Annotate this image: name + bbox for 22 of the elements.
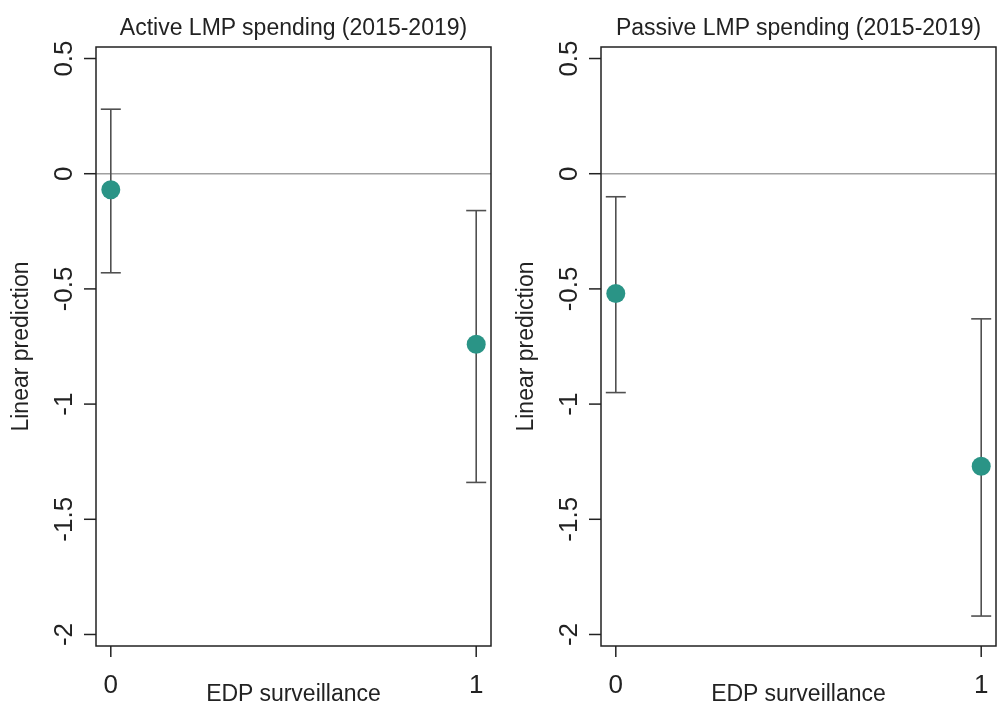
y-tick-label: -0.5 xyxy=(553,266,583,312)
y-axis-title: Linear prediction xyxy=(512,261,538,432)
x-axis-title: EDP surveillance xyxy=(711,680,886,706)
y-tick-label: -0.5 xyxy=(48,266,78,312)
y-tick-label: 0.5 xyxy=(48,40,78,77)
y-tick-label: 0 xyxy=(553,166,583,181)
y-tick-label: 0.5 xyxy=(553,40,583,77)
y-tick-label: -1.5 xyxy=(553,496,583,542)
y-tick-label: 0 xyxy=(48,166,78,181)
chart-title: Passive LMP spending (2015-2019) xyxy=(615,14,982,40)
x-tick-label: 1 xyxy=(468,669,484,699)
x-tick-label: 0 xyxy=(608,669,624,699)
y-tick-label: -2 xyxy=(48,622,78,647)
y-tick-label: -1 xyxy=(48,392,78,416)
y-tick-label: -1.5 xyxy=(48,496,78,542)
x-tick-label: 1 xyxy=(973,669,989,699)
x-tick-label: 0 xyxy=(103,669,119,699)
x-axis-title: EDP surveillance xyxy=(206,680,381,706)
y-tick-label: -2 xyxy=(553,622,583,647)
y-tick-label: -1 xyxy=(553,392,583,416)
y-axis-title: Linear prediction xyxy=(7,261,33,432)
chart-title: Active LMP spending (2015-2019) xyxy=(119,14,468,40)
